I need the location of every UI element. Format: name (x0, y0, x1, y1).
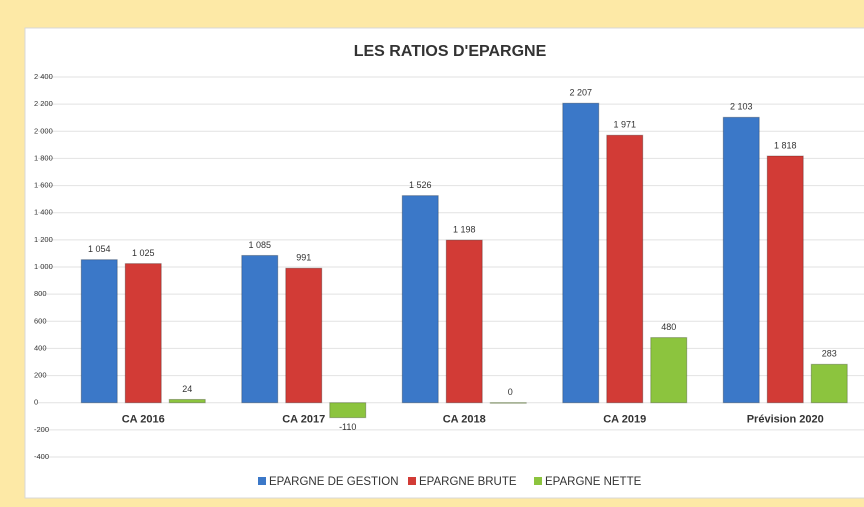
y-tick-label: 600 (34, 316, 47, 325)
x-tick-label: Prévision 2020 (747, 414, 824, 426)
bar (650, 337, 688, 404)
legend-swatch (534, 477, 542, 485)
y-tick-label: 800 (34, 289, 47, 298)
data-label: 24 (182, 384, 192, 394)
data-label: -110 (339, 422, 356, 432)
data-label: 1 198 (453, 225, 476, 235)
data-label: 1 971 (613, 120, 636, 130)
bar (329, 402, 367, 419)
x-tick-label: CA 2016 (122, 414, 165, 426)
bar (722, 116, 760, 404)
bar (168, 398, 206, 404)
bar (445, 239, 483, 404)
data-label: 2 207 (569, 88, 592, 98)
y-tick-label: 1 000 (34, 262, 53, 271)
bar (80, 259, 118, 404)
y-tick-label: 400 (34, 343, 47, 352)
legend-label: EPARGNE DE GESTION (269, 476, 399, 488)
data-label: 1 085 (248, 240, 271, 250)
data-label: 0 (508, 387, 513, 397)
data-label: 1 526 (409, 180, 432, 190)
y-tick-label: 2 000 (34, 126, 53, 135)
y-tick-label: -200 (34, 425, 49, 434)
x-tick-label: CA 2019 (603, 414, 646, 426)
bar (241, 254, 279, 404)
bar (285, 267, 323, 404)
bar (489, 402, 527, 404)
bar (606, 134, 644, 404)
bar (401, 195, 439, 404)
y-tick-label: 2 400 (34, 72, 53, 81)
y-tick-label: 1 600 (34, 181, 53, 190)
data-label: 2 103 (730, 102, 753, 112)
data-label: 1 025 (132, 248, 155, 258)
x-tick-label: CA 2017 (282, 414, 325, 426)
bar (766, 155, 804, 404)
x-tick-label: CA 2018 (443, 414, 486, 426)
legend-swatch (408, 477, 416, 485)
chart-title: LES RATIOS D'EPARGNE (354, 43, 547, 60)
y-tick-label: -400 (34, 452, 49, 461)
y-tick-label: 1 200 (34, 235, 53, 244)
legend-swatch (258, 477, 266, 485)
y-tick-label: 200 (34, 371, 47, 380)
data-label: 1 054 (88, 244, 111, 254)
bar (810, 363, 848, 404)
y-tick-label: 2 200 (34, 99, 53, 108)
data-label: 480 (661, 322, 676, 332)
y-tick-label: 1 800 (34, 153, 53, 162)
data-label: 283 (822, 349, 837, 359)
y-tick-label: 1 400 (34, 208, 53, 217)
legend-label: EPARGNE NETTE (545, 476, 642, 488)
data-label: 991 (296, 253, 311, 263)
bar (562, 102, 600, 404)
y-tick-label: 0 (34, 398, 38, 407)
bar (124, 263, 162, 404)
legend-label: EPARGNE BRUTE (419, 476, 517, 488)
data-label: 1 818 (774, 140, 797, 150)
